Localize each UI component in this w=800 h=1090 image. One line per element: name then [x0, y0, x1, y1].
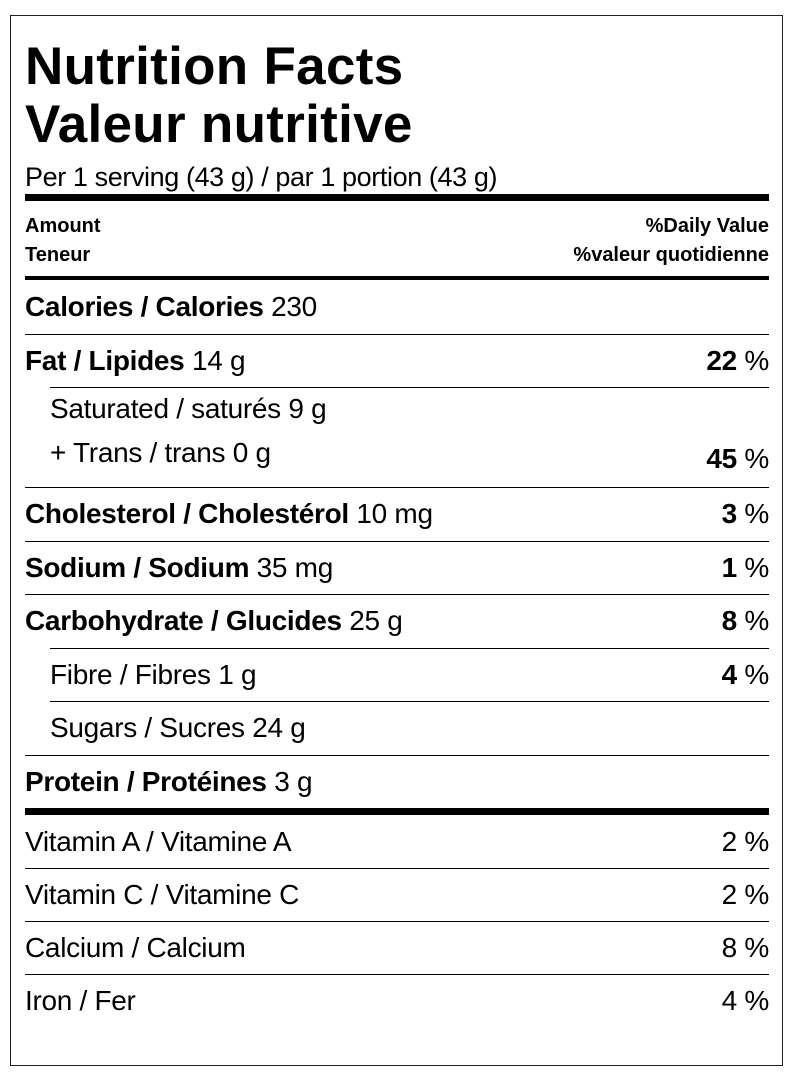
daily-value: 4 % [721, 658, 770, 691]
percent-sign: % [744, 879, 769, 910]
nutrient-label: Fibre / Fibres 1 g [50, 658, 257, 691]
rule [25, 276, 769, 280]
vitamin-name: Vitamin A / Vitamine A [25, 825, 292, 857]
percent-sign: % [744, 344, 769, 376]
dv-number: 22 [706, 344, 737, 376]
nutrient-amount: 35 mg [256, 551, 334, 583]
dv-number: 4 [721, 658, 738, 690]
percent-sign: % [744, 498, 769, 530]
daily-value: 2 % [721, 825, 770, 858]
nutrient-amount: 9 g [288, 393, 327, 424]
nutrient-label: Fat / Lipides 14 g [25, 344, 246, 377]
percent-sign: % [744, 985, 769, 1016]
nutrient-name: Sugars / Sucres [50, 712, 245, 744]
nutrient-name: + Trans / trans [50, 437, 226, 468]
percent-sign: % [744, 825, 769, 857]
vitamin-row: Vitamin C / Vitamine C 2 % [25, 868, 769, 921]
serving-size: Per 1 serving (43 g) / par 1 portion (43… [25, 162, 498, 192]
nutrient-amount: 10 mg [356, 498, 433, 530]
dv-number: 2 [721, 825, 738, 857]
dv-number: 3 [721, 498, 738, 530]
nutrient-amount: 230 [271, 290, 317, 322]
nutrient-row: Saturated / saturés 9 g + Trans / trans 0… [50, 387, 769, 487]
dv-header: %Daily Value [645, 215, 769, 237]
daily-value: 8 % [721, 605, 770, 637]
amount-header: Amount [25, 215, 101, 237]
nutrient-name: Cholesterol / Cholestérol [25, 498, 349, 530]
daily-value: 3 % [721, 498, 770, 530]
nutrient-label: Carbohydrate / Glucides 25 g [25, 605, 403, 637]
nutrient-label: Calories / Calories 230 [25, 291, 317, 323]
nutrient-row: Protein / Protéines 3 g [25, 754, 769, 809]
dv-number: 4 [721, 985, 738, 1016]
vitamin-row: Vitamin A / Vitamine A 2 % [25, 815, 769, 868]
nutrient-row: Fibre / Fibres 1 g 4 % [50, 647, 770, 702]
nutrient-amount: 1 g [218, 658, 257, 690]
nutrient-amount: 3 g [274, 765, 313, 797]
daily-value: 22 % [706, 345, 769, 377]
nutrient-label: Protein / Protéines 3 g [25, 765, 313, 798]
nutrient-row: Cholesterol / Cholestérol 10 mg 3 % [25, 487, 769, 541]
nutrient-amount: 25 g [349, 605, 403, 637]
daily-value: 45 % [706, 443, 769, 475]
vitamin-name: Vitamin C / Vitamine C [25, 879, 300, 910]
vitamin-row: Calcium / Calcium 8 % [25, 921, 769, 974]
daily-value: 2 % [721, 879, 770, 911]
nutrient-name: Calories / Calories [25, 290, 264, 322]
percent-sign: % [744, 605, 769, 637]
thick-rule [25, 194, 769, 201]
amount-header: Teneur [25, 244, 91, 266]
nutrient-name: Protein / Protéines [25, 765, 267, 797]
dv-number: 8 [721, 932, 738, 963]
dv-number: 8 [721, 605, 738, 637]
nutrient-label: Sugars / Sucres 24 g [50, 712, 306, 744]
vitamin-name: Calcium / Calcium [25, 932, 246, 963]
nutrient-label: Sodium / Sodium 35 mg [25, 552, 333, 584]
nutrient-line: Saturated / saturés 9 g [50, 387, 327, 431]
vitamin-name: Iron / Fer [25, 985, 136, 1016]
nutrient-name: Saturated / saturés [50, 393, 281, 424]
nutrient-name: Fibre / Fibres [50, 658, 211, 690]
nutrient-row: Sugars / Sucres 24 g [50, 701, 769, 755]
nutrient-name: Sodium / Sodium [25, 551, 250, 583]
percent-sign: % [744, 658, 769, 690]
nutrient-amount: 14 g [191, 344, 246, 376]
nutrient-row: Fat / Lipides 14 g 22 % [25, 333, 769, 388]
title-fr: Valeur nutritive [25, 95, 413, 154]
nutrient-label: Cholesterol / Cholestérol 10 mg [25, 498, 433, 530]
dv-number: 45 [706, 443, 737, 474]
nutrient-amount: 0 g [232, 437, 271, 468]
nutrition-label: Nutrition Facts Valeur nutritive Per 1 s… [10, 15, 783, 1066]
dv-number: 2 [721, 879, 738, 910]
vitamin-row: Iron / Fer 4 % [25, 974, 769, 1027]
nutrient-row: Calories / Calories 230 [25, 280, 769, 334]
daily-value: 8 % [721, 932, 770, 964]
dv-header: %valeur quotidienne [573, 244, 769, 266]
nutrient-amount: 24 g [252, 712, 306, 744]
percent-sign: % [744, 551, 769, 583]
daily-value: 1 % [721, 551, 770, 584]
nutrient-row: Carbohydrate / Glucides 25 g 8 % [25, 594, 769, 648]
percent-sign: % [744, 443, 769, 474]
nutrient-label: Saturated / saturés 9 g + Trans / trans 0… [50, 387, 327, 475]
title-en: Nutrition Facts [25, 37, 404, 96]
nutrient-row: Sodium / Sodium 35 mg 1 % [25, 540, 770, 595]
nutrient-name: Fat / Lipides [25, 344, 185, 376]
nutrient-line: + Trans / trans 0 g [50, 431, 326, 475]
thick-rule [25, 808, 769, 815]
daily-value: 4 % [721, 985, 770, 1017]
column-headers: Amount Teneur %Daily Value %valeur quoti… [25, 201, 769, 276]
nutrient-list: Calories / Calories 230 Fat / Lipides 14 … [25, 280, 769, 808]
percent-sign: % [744, 932, 769, 963]
nutrient-name: Carbohydrate / Glucides [25, 605, 342, 637]
dv-number: 1 [721, 551, 738, 583]
